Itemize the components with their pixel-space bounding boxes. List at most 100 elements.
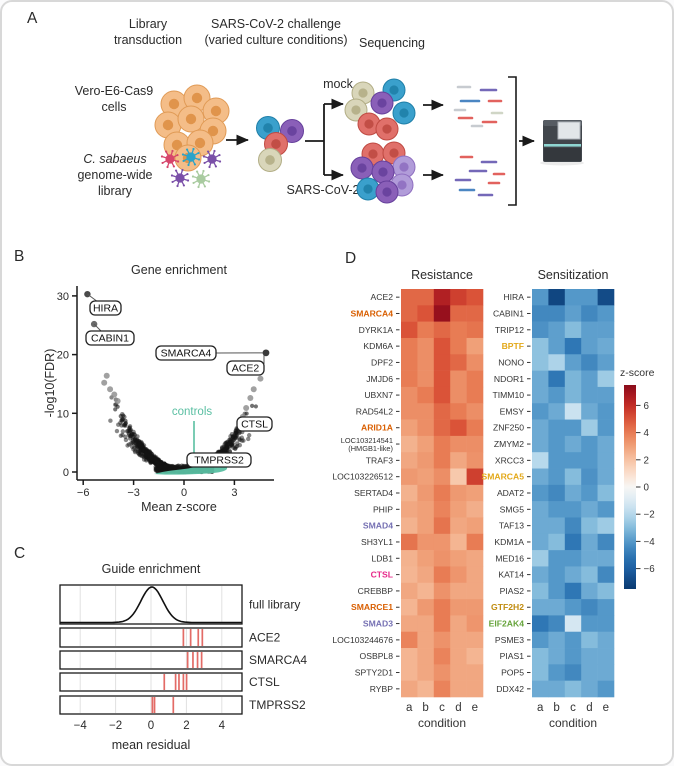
svg-text:DDX42: DDX42 <box>496 684 524 694</box>
vero-line1: Vero-E6-Cas9 <box>74 84 154 98</box>
sequencing-reads <box>453 85 506 197</box>
svg-text:−4: −4 <box>644 537 656 548</box>
svg-text:0: 0 <box>181 487 187 499</box>
svg-text:(HMGB1-like): (HMGB1-like) <box>348 444 393 453</box>
svg-text:−4: −4 <box>74 720 88 732</box>
svg-text:mean residual: mean residual <box>112 738 191 752</box>
gene-callout-hira: HIRA <box>89 300 122 316</box>
svg-text:EIF2AK4: EIF2AK4 <box>489 619 525 629</box>
step2-line2: (varied culture conditions) <box>204 33 348 47</box>
svg-text:PHIP: PHIP <box>373 504 393 514</box>
svg-text:−3: −3 <box>127 487 140 499</box>
library-line3: library <box>97 184 133 198</box>
step1-line2: transduction <box>113 33 183 47</box>
svg-text:RYBP: RYBP <box>370 684 394 694</box>
svg-text:GTF2H2: GTF2H2 <box>491 602 524 612</box>
gene-callout-cabin1: CABIN1 <box>85 330 135 346</box>
svg-text:SMAD3: SMAD3 <box>363 619 393 629</box>
svg-text:0: 0 <box>148 720 154 732</box>
step2-line1: SARS-CoV-2 challenge <box>211 17 341 31</box>
svg-text:ACE2: ACE2 <box>371 292 394 302</box>
svg-text:d: d <box>586 702 592 714</box>
guide-row-ace2: ACE2 <box>59 627 281 648</box>
svg-text:CTSL: CTSL <box>371 570 393 580</box>
sars-cov-2-label: SARS-CoV-2 <box>286 183 360 197</box>
svg-text:e: e <box>603 702 609 714</box>
gene-callout-smarca4: SMARCA4 <box>155 345 217 361</box>
gene-callout-ace2: ACE2 <box>226 360 265 376</box>
svg-text:TIMM10: TIMM10 <box>492 390 524 400</box>
svg-text:a: a <box>406 702 413 714</box>
panel-label-b: B <box>14 248 25 265</box>
svg-text:−6: −6 <box>644 564 656 575</box>
svg-text:2: 2 <box>183 720 189 732</box>
svg-text:HIRA: HIRA <box>93 303 118 315</box>
sequencer-icon <box>540 120 584 166</box>
heatmap-sensitization: Sensitization HIRA CABIN1 TRIP12 BPTF NONO NDO… <box>482 268 615 730</box>
svg-text:SMARCA5: SMARCA5 <box>482 472 525 482</box>
svg-text:PSME3: PSME3 <box>495 635 524 645</box>
svg-text:SH3YL1: SH3YL1 <box>361 537 393 547</box>
svg-text:CABIN1: CABIN1 <box>91 333 129 345</box>
gene-callout-tmprss2: TMPRSS2 <box>186 452 252 468</box>
svg-text:−2: −2 <box>644 510 655 521</box>
svg-text:4: 4 <box>219 720 226 732</box>
svg-text:NDOR1: NDOR1 <box>494 374 524 384</box>
svg-text:Guide enrichment: Guide enrichment <box>102 562 201 576</box>
svg-text:20: 20 <box>57 350 69 362</box>
svg-text:NONO: NONO <box>498 357 524 367</box>
panel-b-volcano-plot: Gene enrichment 0 10 20 30 −6 −3 0 3 -log10(FDR) M… <box>43 263 274 514</box>
svg-text:Gene enrichment: Gene enrichment <box>131 263 227 277</box>
svg-text:LOC103244676: LOC103244676 <box>332 635 393 645</box>
svg-text:−2: −2 <box>109 720 122 732</box>
svg-text:BPTF: BPTF <box>502 341 524 351</box>
guide-row-smarca4: SMARCA4 <box>59 650 307 670</box>
svg-text:z-score: z-score <box>620 367 655 379</box>
svg-text:ARID1A: ARID1A <box>361 423 393 433</box>
svg-text:OSBPL8: OSBPL8 <box>360 651 394 661</box>
svg-text:2: 2 <box>644 455 649 466</box>
svg-text:CABIN1: CABIN1 <box>493 308 524 318</box>
svg-text:TRAF3: TRAF3 <box>366 455 393 465</box>
svg-text:MED16: MED16 <box>495 553 524 563</box>
svg-text:SMG5: SMG5 <box>500 504 525 514</box>
svg-text:Resistance: Resistance <box>411 268 473 282</box>
svg-text:DPF2: DPF2 <box>371 357 393 367</box>
svg-text:KAT14: KAT14 <box>498 570 524 580</box>
guide-row-full-library: full library <box>59 584 300 625</box>
svg-text:10: 10 <box>57 408 69 420</box>
heatmap-resistance: Resistance ACE2 SMARCA4 DYRK1A KDM6A DPF2 JMJD… <box>332 268 484 730</box>
svg-text:ADAT2: ADAT2 <box>497 488 524 498</box>
svg-text:LOC103226512: LOC103226512 <box>332 472 393 482</box>
svg-text:0: 0 <box>63 467 69 479</box>
svg-text:-log10(FDR): -log10(FDR) <box>43 349 57 418</box>
svg-text:ZMYM2: ZMYM2 <box>494 439 524 449</box>
svg-text:b: b <box>553 702 559 714</box>
svg-text:RAD54L2: RAD54L2 <box>356 406 393 416</box>
svg-text:TMPRSS2: TMPRSS2 <box>194 455 244 467</box>
svg-text:SMAD4: SMAD4 <box>363 521 393 531</box>
svg-text:Sensitization: Sensitization <box>538 268 609 282</box>
svg-text:HIRA: HIRA <box>503 292 524 302</box>
svg-text:Mean z-score: Mean z-score <box>141 500 217 514</box>
svg-text:TMPRSS2: TMPRSS2 <box>249 698 306 712</box>
vero-cells-label: Vero-E6-Cas9 cells <box>62 83 166 115</box>
svg-text:a: a <box>537 702 544 714</box>
volcano-plot: Gene enrichment 0 10 20 30 −6 −3 0 3 -log10(FDR) M… <box>43 263 274 514</box>
svg-text:condition: condition <box>549 716 597 730</box>
panel-label-d: D <box>345 250 357 267</box>
library-line2: genome-wide <box>77 168 153 182</box>
svg-text:JMJD6: JMJD6 <box>366 374 393 384</box>
svg-text:XRCC3: XRCC3 <box>495 455 524 465</box>
step1-line1: Library <box>128 17 168 31</box>
panel-d-heatmaps: Resistance ACE2 SMARCA4 DYRK1A KDM6A DPF2 JMJD… <box>332 268 656 730</box>
gene-callout-ctsl: CTSL <box>236 416 273 432</box>
svg-text:SPTY2D1: SPTY2D1 <box>355 668 393 678</box>
svg-text:0: 0 <box>644 483 650 494</box>
step-challenge-label: SARS-CoV-2 challenge (varied culture con… <box>190 16 362 48</box>
svg-text:CTSL: CTSL <box>249 675 280 689</box>
svg-text:PIAS2: PIAS2 <box>500 586 525 596</box>
svg-text:c: c <box>439 702 445 714</box>
svg-text:SMARCA4: SMARCA4 <box>249 653 307 667</box>
